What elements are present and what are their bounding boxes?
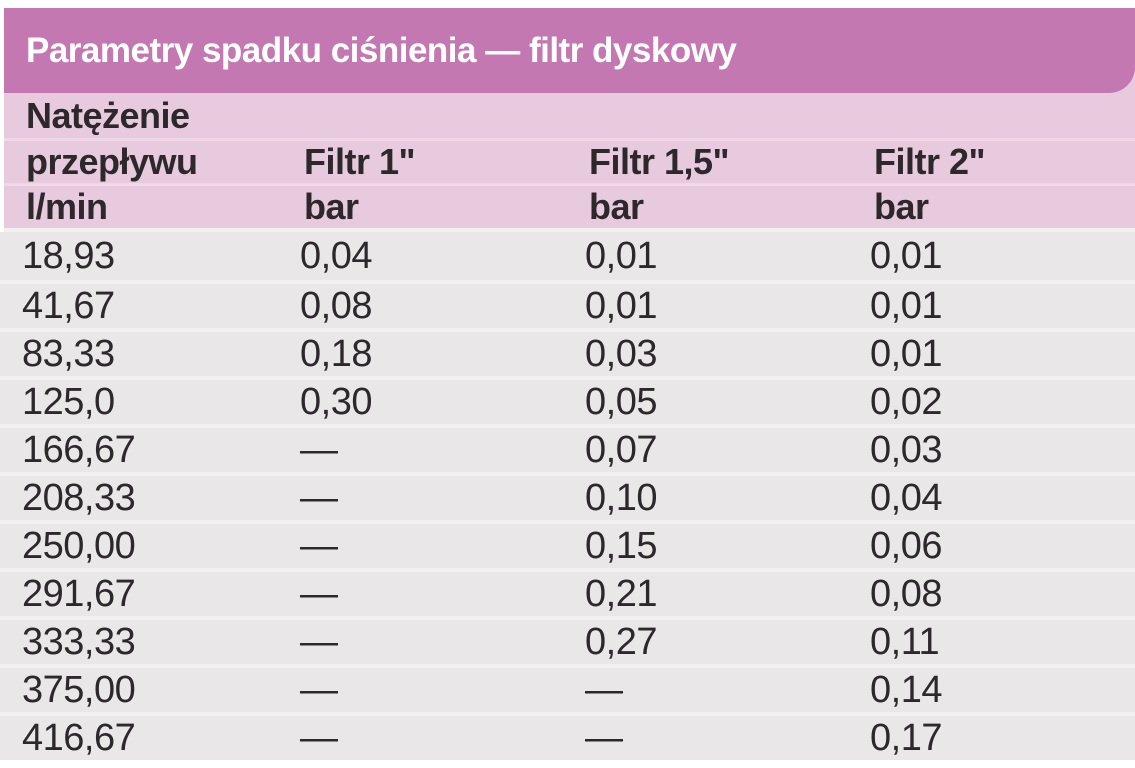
table-row: 291,67 — 0,21 0,08 [0, 568, 1135, 616]
page-title: Parametry spadku ciśnienia — filtr dysko… [26, 30, 737, 70]
table-cell: 166,67 [22, 428, 136, 471]
table-cell: 0,27 [585, 620, 657, 663]
table-row: 416,67 — — 0,17 [0, 712, 1135, 760]
table-cell: 0,01 [870, 284, 942, 327]
table-cell: — [300, 620, 338, 663]
table-cell: 0,04 [870, 476, 942, 519]
table-row: 83,33 0,18 0,03 0,01 [0, 328, 1135, 376]
header-filter-1in-label: Filtr 1" [304, 141, 416, 182]
table-cell: 208,33 [22, 476, 136, 519]
header-line-1: Natężenie [4, 93, 1135, 138]
table-row: 333,33 — 0,27 0,11 [0, 616, 1135, 664]
table-cell: 0,03 [585, 332, 657, 375]
table-cell: 0,02 [870, 380, 942, 423]
table-cell: 0,18 [300, 332, 372, 375]
header-bar-unit-label: bar [589, 186, 644, 227]
table-row: 166,67 — 0,07 0,03 [0, 424, 1135, 472]
table-cell: 0,06 [870, 524, 942, 567]
table-row: 375,00 — — 0,14 [0, 664, 1135, 712]
table-cell: 291,67 [22, 572, 136, 615]
title-bar: Parametry spadku ciśnienia — filtr dysko… [4, 8, 1135, 93]
table-cell: 0,11 [870, 620, 940, 663]
header-flow-rate-label: Natężenie [26, 94, 190, 136]
table-cell: — [300, 716, 338, 759]
table-row: 208,33 — 0,10 0,04 [0, 472, 1135, 520]
header-filter-2in-label: Filtr 2" [874, 141, 986, 182]
pressure-drop-table-panel: Parametry spadku ciśnienia — filtr dysko… [0, 8, 1135, 768]
table-cell: 0,30 [300, 380, 372, 423]
title-bar-wrap: Parametry spadku ciśnienia — filtr dysko… [4, 8, 1135, 93]
table-cell: 0,15 [585, 524, 657, 567]
table-cell: 0,10 [585, 476, 657, 519]
table-cell: 250,00 [22, 524, 136, 567]
header-line-2: przepływu Filtr 1" Filtr 1,5" Filtr 2" [4, 138, 1135, 183]
header-flow-rate-label: przepływu [26, 141, 198, 182]
table-cell: 0,21 [585, 572, 657, 615]
table-cell: 333,33 [22, 620, 136, 663]
table-header: Natężenie przepływu Filtr 1" Filtr 1,5" … [4, 93, 1135, 232]
table-cell: 83,33 [22, 332, 115, 375]
table-row: 250,00 — 0,15 0,06 [0, 520, 1135, 568]
table-cell: 0,01 [585, 234, 657, 277]
table-cell: 125,0 [22, 380, 115, 423]
table-cell: 0,08 [870, 572, 942, 615]
header-filter-1-5in-label: Filtr 1,5" [589, 141, 730, 182]
table-cell: 0,07 [585, 428, 657, 471]
table-cell: 0,01 [585, 284, 657, 327]
header-line-3: l/min bar bar bar [4, 183, 1135, 228]
table-row: 41,67 0,08 0,01 0,01 [0, 280, 1135, 328]
table-cell: — [300, 668, 338, 711]
table-cell: 0,01 [870, 234, 942, 277]
table-cell: 0,04 [300, 234, 372, 277]
table-cell: 0,03 [870, 428, 942, 471]
table-cell: — [300, 524, 338, 567]
table-cell: 18,93 [22, 234, 115, 277]
table-cell: — [300, 476, 338, 519]
table-cell: 0,01 [870, 332, 942, 375]
table-cell: 0,08 [300, 284, 372, 327]
table-cell: — [300, 428, 338, 471]
table-cell: 0,17 [870, 716, 942, 759]
table-cell: 375,00 [22, 668, 136, 711]
table-cell: 0,14 [870, 668, 942, 711]
table-cell: 416,67 [22, 716, 136, 759]
table-cell: 0,05 [585, 380, 657, 423]
table-cell: 41,67 [22, 284, 115, 327]
table-row: 18,93 0,04 0,01 0,01 [0, 232, 1135, 280]
table-row: 125,0 0,30 0,05 0,02 [0, 376, 1135, 424]
table-cell: — [300, 572, 338, 615]
table-body: 18,93 0,04 0,01 0,01 41,67 0,08 0,01 0,01 83,33 0… [0, 232, 1135, 760]
header-bar-unit-label: bar [874, 186, 929, 227]
header-bar-unit-label: bar [304, 186, 359, 227]
header-flow-unit-label: l/min [26, 186, 108, 227]
table-cell: — [585, 668, 623, 711]
table-cell: — [585, 716, 623, 759]
